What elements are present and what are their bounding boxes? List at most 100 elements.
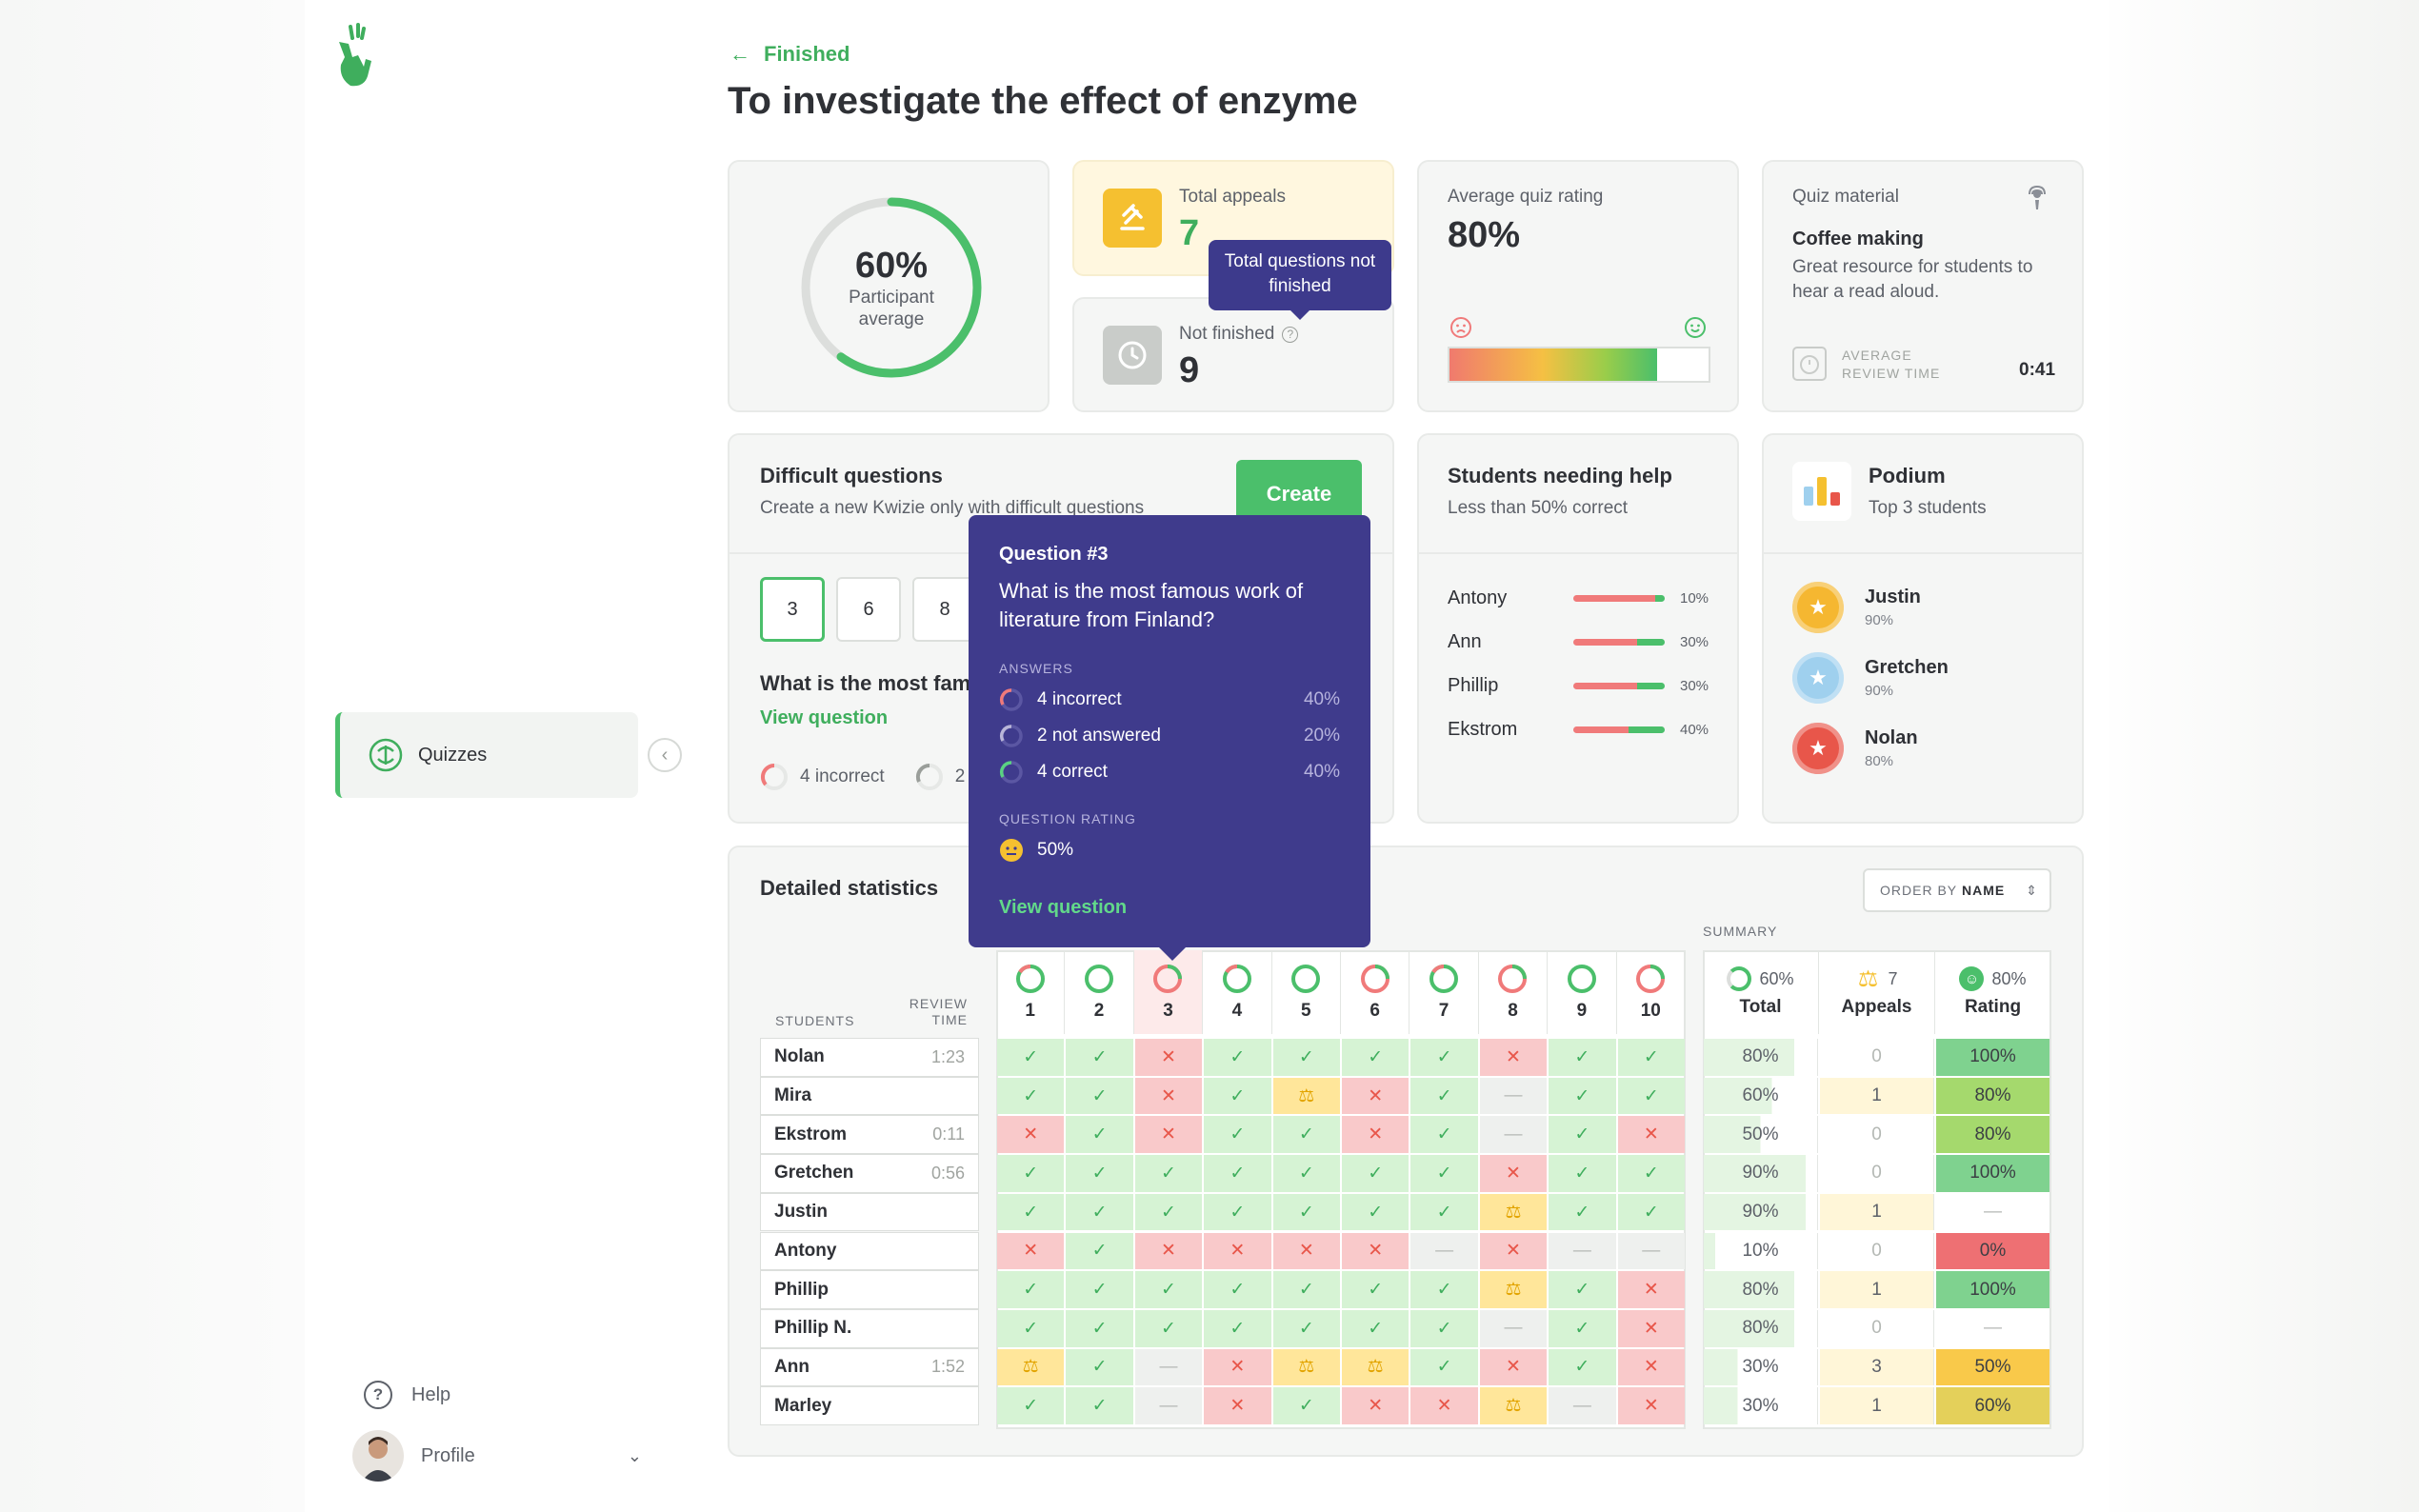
- answer-cell[interactable]: ✕: [1479, 1039, 1548, 1076]
- answer-cell[interactable]: ✓: [1272, 1155, 1340, 1192]
- answer-cell[interactable]: ✕: [997, 1116, 1065, 1154]
- answer-cell[interactable]: ✓: [1410, 1348, 1478, 1386]
- question-column-header[interactable]: 9: [1548, 950, 1617, 1034]
- answer-cell[interactable]: ✓: [1549, 1155, 1616, 1192]
- student-name-cell[interactable]: Phillip: [760, 1270, 979, 1309]
- question-column-header[interactable]: 10: [1617, 950, 1686, 1034]
- answer-cell[interactable]: ✓: [1134, 1193, 1203, 1231]
- answer-cell[interactable]: ✓: [997, 1193, 1065, 1231]
- answer-cell[interactable]: ✓: [1066, 1193, 1133, 1231]
- question-column-header[interactable]: 2: [1065, 950, 1134, 1034]
- answer-cell[interactable]: ✓: [1410, 1116, 1478, 1154]
- answer-cell[interactable]: ✕: [997, 1232, 1065, 1270]
- answer-cell[interactable]: —: [1549, 1387, 1616, 1424]
- answer-cell[interactable]: ✓: [1342, 1193, 1409, 1231]
- answer-cell[interactable]: —: [1479, 1116, 1548, 1154]
- answer-cell[interactable]: ⚖: [1272, 1348, 1340, 1386]
- answer-cell[interactable]: ✓: [1204, 1155, 1271, 1192]
- answer-cell[interactable]: ✕: [1204, 1232, 1271, 1270]
- answer-cell[interactable]: ✓: [1272, 1039, 1340, 1076]
- help-student-row[interactable]: Antony 10%: [1448, 576, 1709, 620]
- answer-cell[interactable]: ✓: [1204, 1271, 1271, 1308]
- answer-cell[interactable]: ✓: [1410, 1271, 1478, 1308]
- answer-cell[interactable]: ✓: [1066, 1077, 1133, 1115]
- answer-cell[interactable]: ✓: [1066, 1116, 1133, 1154]
- sidebar-item-quizzes[interactable]: Quizzes: [335, 712, 638, 798]
- answer-cell[interactable]: ✕: [1479, 1348, 1548, 1386]
- answer-cell[interactable]: ✓: [1066, 1039, 1133, 1076]
- question-chip[interactable]: 3: [760, 577, 825, 642]
- answer-cell[interactable]: ✓: [1272, 1271, 1340, 1308]
- question-column-header[interactable]: 5: [1272, 950, 1341, 1034]
- answer-cell[interactable]: ✓: [997, 1155, 1065, 1192]
- summary-column-header[interactable]: 60% Total: [1703, 950, 1819, 1034]
- answer-cell[interactable]: ✕: [1134, 1116, 1203, 1154]
- question-column-header[interactable]: 6: [1341, 950, 1410, 1034]
- question-column-header[interactable]: 7: [1409, 950, 1479, 1034]
- answer-cell[interactable]: ✓: [1272, 1387, 1340, 1424]
- help-student-row[interactable]: Ekstrom 40%: [1448, 707, 1709, 751]
- answer-cell[interactable]: —: [1410, 1232, 1478, 1270]
- answer-cell[interactable]: ✓: [997, 1039, 1065, 1076]
- answer-cell[interactable]: ✓: [1342, 1039, 1409, 1076]
- answer-cell[interactable]: ✓: [997, 1309, 1065, 1347]
- answer-cell[interactable]: ✓: [1410, 1039, 1478, 1076]
- help-student-row[interactable]: Phillip 30%: [1448, 664, 1709, 707]
- answer-cell[interactable]: ✓: [1066, 1271, 1133, 1308]
- answer-cell[interactable]: ✓: [1066, 1309, 1133, 1347]
- answer-cell[interactable]: ✓: [1272, 1193, 1340, 1231]
- answer-cell[interactable]: —: [1479, 1309, 1548, 1347]
- answer-cell[interactable]: ✓: [1410, 1155, 1478, 1192]
- answer-cell[interactable]: ✓: [1342, 1309, 1409, 1347]
- answer-cell[interactable]: ✓: [1204, 1077, 1271, 1115]
- student-name-cell[interactable]: Justin: [760, 1192, 979, 1232]
- answer-cell[interactable]: ✕: [1342, 1232, 1409, 1270]
- answer-cell[interactable]: ✓: [1549, 1309, 1616, 1347]
- answer-cell[interactable]: —: [1479, 1077, 1548, 1115]
- answer-cell[interactable]: ✓: [1549, 1116, 1616, 1154]
- answer-cell[interactable]: ✓: [1549, 1271, 1616, 1308]
- answer-cell[interactable]: ✓: [1342, 1271, 1409, 1308]
- answer-cell[interactable]: ✕: [1342, 1116, 1409, 1154]
- answer-cell[interactable]: ✓: [1066, 1155, 1133, 1192]
- answer-cell[interactable]: ✕: [1617, 1116, 1685, 1154]
- answer-cell[interactable]: ⚖: [1272, 1077, 1340, 1115]
- question-column-header[interactable]: 8: [1479, 950, 1549, 1034]
- answer-cell[interactable]: ⚖: [1342, 1348, 1409, 1386]
- answer-cell[interactable]: ✓: [1549, 1039, 1616, 1076]
- answer-cell[interactable]: ✓: [1134, 1271, 1203, 1308]
- answer-cell[interactable]: ✓: [1617, 1077, 1685, 1115]
- answer-cell[interactable]: ✓: [1617, 1155, 1685, 1192]
- answer-cell[interactable]: —: [1134, 1387, 1203, 1424]
- answer-cell[interactable]: ✕: [1204, 1387, 1271, 1424]
- podium-row[interactable]: ★ Nolan 80%: [1792, 713, 1949, 784]
- question-column-header[interactable]: 3: [1133, 950, 1204, 1034]
- answer-cell[interactable]: ✓: [1410, 1077, 1478, 1115]
- answer-cell[interactable]: ✓: [1066, 1387, 1133, 1424]
- answer-cell[interactable]: ✕: [1342, 1387, 1409, 1424]
- answer-cell[interactable]: ✕: [1342, 1077, 1409, 1115]
- answer-cell[interactable]: ✓: [1134, 1155, 1203, 1192]
- question-column-header[interactable]: 4: [1203, 950, 1272, 1034]
- answer-cell[interactable]: ✓: [1204, 1116, 1271, 1154]
- answer-cell[interactable]: ✓: [1342, 1155, 1409, 1192]
- order-by-select[interactable]: ORDER BY NAME ⇕: [1863, 868, 2051, 912]
- answer-cell[interactable]: ⚖: [997, 1348, 1065, 1386]
- collapse-sidebar-button[interactable]: ‹: [648, 738, 682, 772]
- answer-cell[interactable]: ✓: [1549, 1193, 1616, 1231]
- back-link[interactable]: ← Finished: [730, 42, 850, 67]
- podium-row[interactable]: ★ Justin 90%: [1792, 572, 1949, 643]
- answer-cell[interactable]: ✕: [1617, 1387, 1685, 1424]
- student-name-cell[interactable]: Phillip N.: [760, 1308, 979, 1348]
- question-chip[interactable]: 8: [912, 577, 977, 642]
- student-name-cell[interactable]: Marley: [760, 1386, 979, 1425]
- student-name-cell[interactable]: Ann 1:52: [760, 1347, 979, 1387]
- student-name-cell[interactable]: Ekstrom 0:11: [760, 1115, 979, 1155]
- answer-cell[interactable]: ✓: [1617, 1193, 1685, 1231]
- app-logo[interactable]: [331, 23, 377, 91]
- answer-cell[interactable]: ✓: [1204, 1309, 1271, 1347]
- help-student-row[interactable]: Ann 30%: [1448, 620, 1709, 664]
- question-chip[interactable]: 6: [836, 577, 901, 642]
- answer-cell[interactable]: ⚖: [1479, 1193, 1548, 1231]
- answer-cell[interactable]: ✕: [1479, 1155, 1548, 1192]
